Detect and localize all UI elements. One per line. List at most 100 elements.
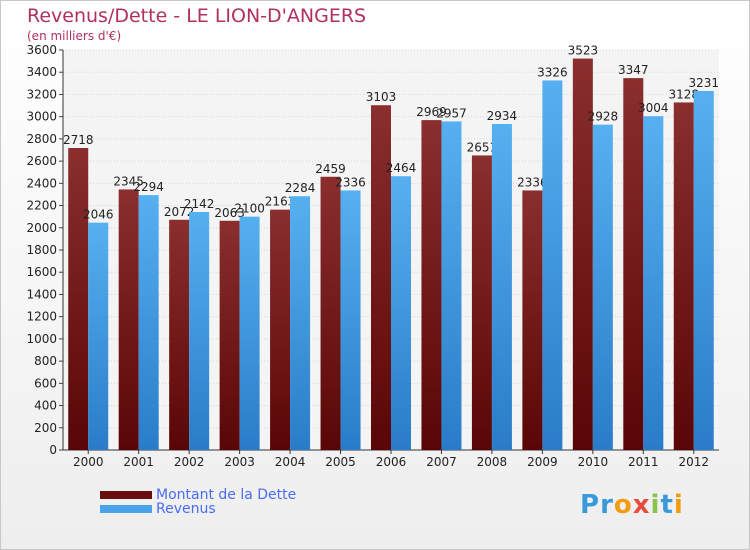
logo-letter: x bbox=[632, 490, 651, 520]
y-tick-label: 3200 bbox=[26, 87, 57, 101]
bar-revenus bbox=[592, 124, 613, 451]
data-label-dette: 3347 bbox=[618, 63, 649, 77]
data-label-dette: 2072 bbox=[164, 205, 195, 219]
legend-swatch-dette bbox=[100, 491, 152, 499]
bar-dette bbox=[219, 220, 240, 450]
bar-revenus bbox=[643, 116, 664, 450]
logo-letter: t bbox=[660, 490, 674, 520]
y-tick-label: 400 bbox=[34, 399, 57, 413]
bar-dette bbox=[471, 155, 492, 450]
y-tick-label: 2600 bbox=[26, 154, 57, 168]
data-label-revenus: 3326 bbox=[537, 65, 568, 79]
data-label-revenus: 2294 bbox=[133, 180, 164, 194]
data-label-dette: 2163 bbox=[265, 195, 296, 209]
x-tick-label: 2006 bbox=[376, 455, 407, 469]
data-label-revenus: 2336 bbox=[335, 175, 366, 189]
y-tick-label: 3600 bbox=[26, 43, 57, 57]
x-tick-label: 2000 bbox=[73, 455, 104, 469]
bar-revenus bbox=[88, 222, 109, 450]
bar-revenus bbox=[189, 212, 210, 450]
bar-dette bbox=[623, 78, 644, 450]
data-label-dette: 2718 bbox=[63, 133, 94, 147]
y-tick-label: 800 bbox=[34, 354, 57, 368]
logo-letter: i bbox=[650, 490, 661, 520]
bar-dette bbox=[673, 102, 694, 450]
bar-revenus bbox=[693, 91, 714, 450]
data-label-dette: 2459 bbox=[315, 162, 346, 176]
x-tick-label: 2008 bbox=[477, 455, 508, 469]
data-label-revenus: 3231 bbox=[688, 76, 719, 90]
bar-revenus bbox=[491, 124, 512, 450]
data-label-revenus: 3004 bbox=[638, 101, 669, 115]
bar-dette bbox=[270, 209, 291, 450]
bar-revenus bbox=[542, 80, 563, 450]
y-tick-label: 2000 bbox=[26, 221, 57, 235]
bar-dette bbox=[169, 219, 190, 450]
logo-letter: P bbox=[580, 490, 601, 520]
y-tick-label: 1200 bbox=[26, 310, 57, 324]
data-label-revenus: 2934 bbox=[487, 109, 518, 123]
data-label-revenus: 2284 bbox=[285, 181, 316, 195]
legend-item-dette: Montant de la Dette bbox=[100, 487, 297, 503]
data-label-revenus: 2928 bbox=[588, 110, 619, 124]
bar-dette bbox=[320, 176, 341, 450]
x-tick-label: 2005 bbox=[325, 455, 356, 469]
bar-dette bbox=[68, 148, 89, 450]
x-tick-label: 2004 bbox=[275, 455, 306, 469]
x-tick-label: 2007 bbox=[426, 455, 457, 469]
data-label-dette: 3128 bbox=[668, 87, 699, 101]
legend-swatch-revenus bbox=[100, 505, 152, 513]
data-label-dette: 3523 bbox=[568, 44, 599, 58]
bar-dette bbox=[522, 190, 543, 450]
data-label-dette: 3103 bbox=[366, 90, 397, 104]
data-label-dette: 2063 bbox=[214, 206, 245, 220]
x-tick-label: 2003 bbox=[224, 455, 255, 469]
chart-title: Revenus/Dette - LE LION-D'ANGERS bbox=[27, 5, 367, 27]
y-tick-label: 1400 bbox=[26, 287, 57, 301]
y-tick-label: 2400 bbox=[26, 176, 57, 190]
bar-revenus bbox=[239, 216, 260, 450]
y-tick-label: 1800 bbox=[26, 243, 57, 257]
y-tick-label: 2800 bbox=[26, 132, 57, 146]
y-tick-label: 2200 bbox=[26, 199, 57, 213]
bar-dette bbox=[118, 189, 139, 450]
chart-subtitle: (en milliers d'€) bbox=[27, 29, 122, 43]
bar-dette bbox=[572, 58, 593, 451]
bar-revenus bbox=[441, 121, 462, 450]
data-label-dette: 2336 bbox=[517, 175, 548, 189]
x-tick-label: 2012 bbox=[678, 455, 709, 469]
logo-letter: o bbox=[613, 490, 633, 520]
legend-label-dette: Montant de la Dette bbox=[156, 487, 297, 503]
data-label-revenus: 2100 bbox=[234, 202, 265, 216]
data-label-revenus: 2046 bbox=[83, 208, 114, 222]
bar-dette bbox=[371, 105, 391, 450]
x-tick-label: 2010 bbox=[578, 455, 609, 469]
data-label-revenus: 2464 bbox=[386, 161, 417, 175]
x-tick-label: 2002 bbox=[174, 455, 205, 469]
legend-item-revenus: Revenus bbox=[100, 501, 216, 517]
data-label-dette: 2969 bbox=[416, 105, 447, 119]
bar-dette bbox=[421, 120, 442, 450]
data-label-revenus: 2957 bbox=[436, 106, 467, 120]
y-tick-label: 3000 bbox=[26, 110, 57, 124]
y-tick-label: 200 bbox=[34, 421, 57, 435]
bar-revenus bbox=[138, 195, 159, 450]
y-tick-label: 0 bbox=[49, 443, 57, 457]
x-tick-label: 2001 bbox=[123, 455, 154, 469]
legend-label-revenus: Revenus bbox=[156, 501, 216, 517]
data-label-dette: 2345 bbox=[113, 174, 144, 188]
bar-revenus bbox=[340, 190, 361, 450]
bar-revenus bbox=[391, 176, 411, 450]
x-tick-label: 2009 bbox=[527, 455, 558, 469]
y-tick-label: 600 bbox=[34, 376, 57, 390]
x-tick-label: 2011 bbox=[628, 455, 659, 469]
proxiti-logo: Proxiti bbox=[580, 490, 684, 520]
y-tick-label: 1600 bbox=[26, 265, 57, 279]
y-tick-label: 3400 bbox=[26, 65, 57, 79]
data-label-revenus: 2142 bbox=[184, 197, 215, 211]
bar-revenus bbox=[290, 196, 311, 450]
logo-letter: r bbox=[600, 490, 614, 520]
logo-letter: i bbox=[673, 490, 684, 520]
data-label-dette: 2651 bbox=[467, 140, 498, 154]
